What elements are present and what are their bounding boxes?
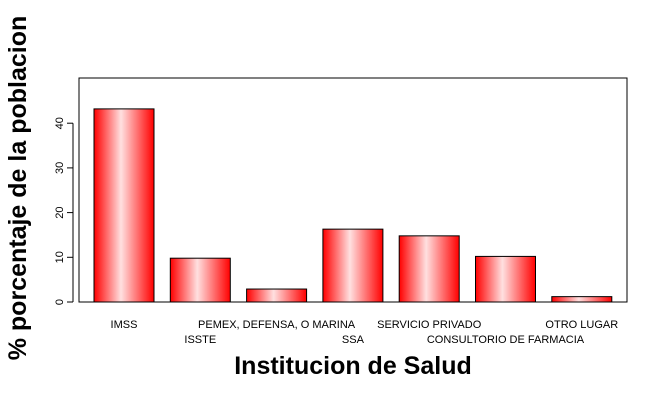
bar-7 <box>551 296 613 303</box>
bar-1 <box>93 108 155 303</box>
bar-6 <box>475 255 536 303</box>
x-tick-label: SSA <box>342 334 365 346</box>
x-tick-label: OTRO LUGAR <box>545 319 618 331</box>
x-tick-label: IMSS <box>111 319 138 331</box>
y-tick-label: 40 <box>54 117 66 129</box>
bar-2 <box>169 257 231 303</box>
y-tick-label: 10 <box>54 251 66 263</box>
x-axis-title: Institucion de Salud <box>234 352 472 380</box>
x-tick-label: ISSTE <box>184 334 216 346</box>
y-axis: 0 10 20 30 40 <box>54 117 74 305</box>
bar-5 <box>398 235 460 303</box>
bar-3 <box>246 288 308 303</box>
x-axis-labels: IMSS ISSTE PEMEX, DEFENSA, O MARINA SSA SERV… <box>111 319 619 346</box>
x-tick-label: CONSULTORIO DE FARMACIA <box>427 334 585 346</box>
x-tick-label: SERVICIO PRIVADO <box>377 319 482 331</box>
y-axis-title: % porcentaje de la poblacion <box>4 16 32 361</box>
bars-group <box>93 108 613 303</box>
bar-4 <box>322 228 384 303</box>
y-tick-label: 30 <box>54 162 66 174</box>
y-tick-label: 0 <box>54 299 66 305</box>
x-tick-label: PEMEX, DEFENSA, O MARINA <box>198 319 356 331</box>
y-tick-label: 20 <box>54 206 66 218</box>
